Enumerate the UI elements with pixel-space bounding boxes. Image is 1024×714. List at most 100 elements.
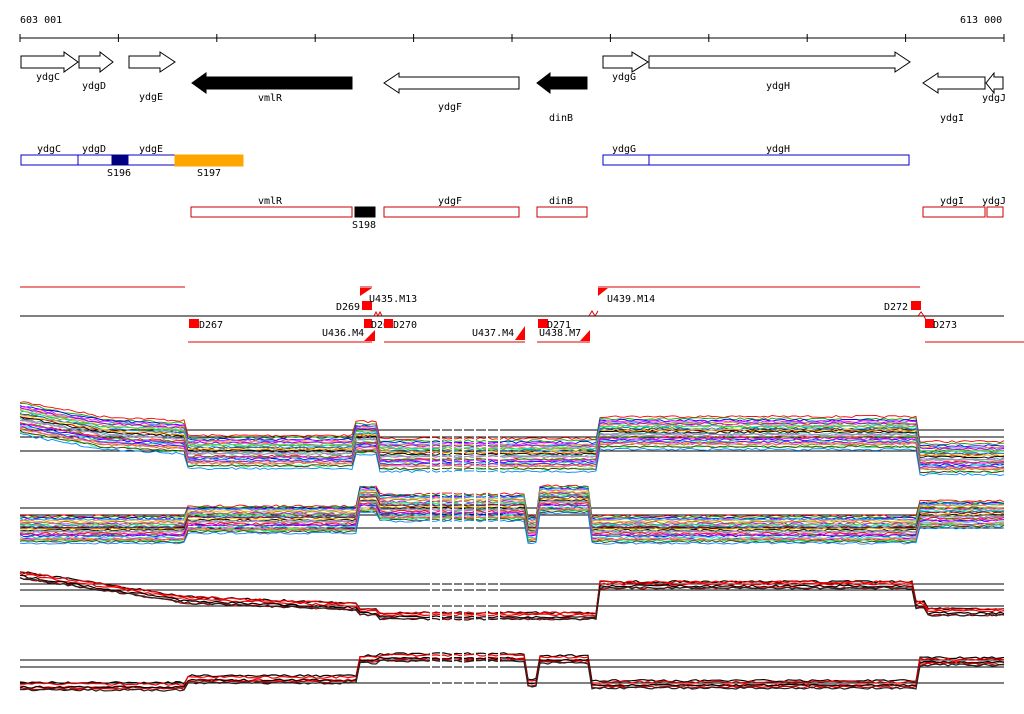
profile-line: [19, 656, 1005, 689]
gene-arrow-ydgH[interactable]: ydgH: [648, 51, 911, 92]
profile-line: [19, 503, 1005, 537]
plus-box-ydgG[interactable]: ydgG: [602, 144, 650, 166]
profile-line: [19, 412, 1005, 455]
plus-box-ydgH[interactable]: ydgH: [648, 144, 910, 166]
marker-label: U439.M14: [607, 294, 655, 305]
profile-line: [19, 571, 1005, 615]
marker-D271[interactable]: D271: [538, 319, 571, 331]
marker-label: D269: [336, 302, 360, 313]
profile-line: [19, 491, 1005, 525]
marker-U436-M4[interactable]: U436.M4: [322, 328, 375, 341]
profile-line: [19, 428, 1005, 471]
profile-line: [19, 571, 1005, 615]
profile-line: [19, 401, 1005, 444]
gap-mask: [462, 400, 464, 510]
marker-label: D271: [547, 320, 571, 331]
minus-box-vmlR[interactable]: vmlR: [190, 196, 353, 218]
profile-line: [19, 409, 1005, 453]
box-label: dinB: [549, 196, 573, 207]
marker-label: D272: [884, 302, 908, 313]
ruler-ticks: [19, 34, 1005, 42]
profile-line: [19, 577, 1005, 621]
gene-label: ydgD: [82, 81, 106, 92]
gene-arrow-ydgJ[interactable]: ydgJ: [982, 71, 1006, 104]
gene-arrow-ydgG[interactable]: ydgG: [602, 51, 649, 83]
plus-box-ydgC[interactable]: ydgC: [20, 144, 79, 166]
gap-mask: [430, 400, 432, 510]
plus-box-ydgD[interactable]: ydgD: [77, 144, 113, 166]
profile-line: [19, 418, 1005, 461]
gene-arrow-dinB[interactable]: dinB: [536, 71, 588, 124]
profile-line: [19, 414, 1005, 457]
minus-box-ydgI[interactable]: ydgI: [922, 196, 986, 218]
box-label: ydgD: [82, 144, 106, 155]
minus-box-dinB[interactable]: dinB: [536, 196, 588, 218]
marker-U435-M13[interactable]: U435.M13: [360, 288, 417, 305]
expression-panel-plus-summary: [19, 554, 1005, 664]
ruler-start-coordinate: 603 001: [20, 15, 62, 26]
gap-mask: [462, 478, 464, 588]
gap-mask: [430, 478, 432, 588]
gap-mask: [440, 554, 442, 664]
marker-label: D273: [933, 320, 957, 331]
segment-S197[interactable]: S197: [174, 154, 244, 179]
gap-mask: [462, 554, 464, 664]
marker-U437-M4[interactable]: U437.M4: [472, 326, 525, 340]
gap-mask: [474, 554, 476, 664]
gene-label: ydgH: [766, 81, 790, 92]
profile-line: [19, 488, 1005, 521]
marker-U438-M7[interactable]: U438.M7: [539, 328, 590, 341]
box-label: ydgI: [940, 196, 964, 207]
box-label: ydgJ: [982, 196, 1006, 207]
plus-box-ydgE[interactable]: ydgE: [127, 144, 176, 166]
gene-arrow-ydgI[interactable]: ydgI: [922, 72, 986, 124]
segment-label: S196: [107, 168, 131, 179]
gene-arrow-ydgD[interactable]: ydgD: [78, 50, 114, 92]
marker-D273[interactable]: D273: [925, 319, 957, 331]
gap-mask: [498, 478, 500, 588]
profile-line: [19, 659, 1005, 692]
marker-D267[interactable]: D267: [189, 319, 223, 331]
gene-arrow-ydgE[interactable]: ydgE: [128, 51, 176, 103]
gap-mask: [452, 478, 454, 588]
gap-mask: [452, 554, 454, 664]
profile-line: [19, 572, 1005, 617]
marker-label: U435.M13: [369, 294, 417, 305]
marker-D272[interactable]: D272: [884, 301, 921, 313]
profile-line: [19, 574, 1005, 619]
marker-U439-M14[interactable]: U439.M14: [598, 288, 655, 305]
gap-mask: [498, 554, 500, 664]
gap-mask: [486, 554, 488, 664]
segment-label: S197: [197, 168, 221, 179]
profile-line: [19, 499, 1005, 533]
profile-line: [19, 487, 1005, 522]
expression-panel-minus-multi: [19, 478, 1005, 588]
gap-mask: [498, 400, 500, 510]
gap-mask: [430, 630, 432, 714]
minus-box-ydgF[interactable]: ydgF: [383, 196, 520, 218]
minus-box-ydgJ[interactable]: ydgJ: [982, 196, 1006, 218]
profile-line: [19, 495, 1005, 529]
marker-label: D267: [199, 320, 223, 331]
gap-mask: [440, 630, 442, 714]
marker-D270[interactable]: D270: [384, 319, 417, 331]
profile-line: [19, 507, 1005, 541]
profile-line: [19, 656, 1005, 689]
profile-line: [19, 426, 1005, 469]
gap-mask: [452, 630, 454, 714]
gene-arrow-ydgC[interactable]: ydgC: [20, 51, 79, 83]
plus-strand-track: ydgC ydgD S196 ydgE S197 ydgG ydgH: [20, 144, 910, 179]
segment-S198[interactable]: S198: [352, 206, 376, 231]
segment-label: S198: [352, 220, 376, 231]
marker-D269[interactable]: D269: [336, 301, 372, 313]
gene-arrow-ydgF[interactable]: ydgF: [383, 72, 520, 113]
expression-panel-plus-multi: [19, 400, 1005, 510]
gap-mask: [452, 400, 454, 510]
marker-D26[interactable]: D26: [364, 319, 389, 331]
box-label: ydgF: [438, 196, 462, 207]
gene-label: ydgC: [36, 72, 60, 83]
gene-arrow-vmlR[interactable]: vmlR: [191, 72, 353, 104]
gap-mask: [474, 630, 476, 714]
box-label: ydgG: [612, 144, 636, 155]
